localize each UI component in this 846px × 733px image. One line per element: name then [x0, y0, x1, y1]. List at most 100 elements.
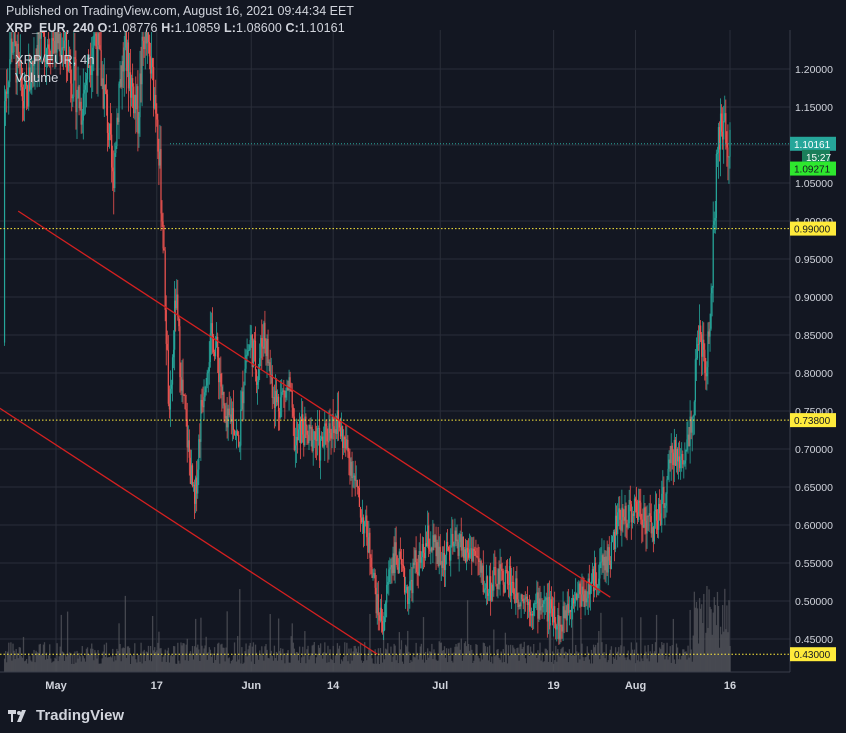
brand[interactable]: TradingView	[8, 707, 124, 724]
volume-bar	[522, 647, 524, 672]
candle-body	[703, 339, 705, 350]
candle-body	[680, 460, 682, 469]
candle-body	[263, 322, 265, 349]
volume-bar	[500, 651, 502, 672]
candle-body	[524, 598, 526, 600]
volume-bar	[503, 662, 505, 672]
volume-bar	[135, 659, 137, 672]
series-legend[interactable]: XRP/EUR, 4h	[15, 52, 95, 67]
candle-body	[224, 405, 226, 419]
candle-body	[136, 86, 138, 110]
volume-bar	[268, 658, 270, 672]
candle-body	[353, 475, 355, 477]
volume-bar	[439, 642, 441, 672]
volume-bar	[266, 649, 268, 672]
candle-body	[580, 594, 582, 607]
volume-bar	[352, 651, 354, 672]
volume-bar	[349, 663, 351, 672]
volume-bar	[614, 647, 617, 672]
candle-body	[645, 520, 647, 534]
candle-body	[376, 594, 378, 614]
candle-body	[592, 569, 595, 592]
volume-bar	[414, 657, 416, 672]
candle-body	[246, 354, 248, 356]
volume-bar	[36, 652, 38, 672]
candle-body	[7, 87, 9, 94]
volume-bar	[179, 663, 181, 672]
candle-body	[646, 515, 648, 534]
price-tag	[802, 149, 830, 164]
candle-body	[406, 586, 408, 591]
candle-body	[177, 294, 179, 317]
candle-body	[617, 512, 619, 535]
volume-bar	[419, 646, 421, 672]
volume-bar	[186, 638, 188, 672]
volume-bar	[686, 659, 688, 672]
volume-bar	[598, 630, 600, 672]
volume-bar	[105, 642, 108, 672]
candle-body	[295, 437, 298, 446]
volume-bar	[691, 661, 693, 672]
volume-bar	[376, 656, 378, 672]
candle-body	[20, 60, 22, 88]
candle-body	[37, 45, 39, 59]
volume-bar	[174, 646, 176, 672]
candle-body	[509, 565, 512, 596]
candle-body	[213, 352, 216, 357]
candle-body	[640, 502, 642, 520]
volume-bar	[418, 653, 420, 672]
volume-bar	[303, 656, 305, 672]
price-tick-label: 1.15000	[795, 102, 833, 114]
volume-bar	[273, 645, 276, 672]
candle-body	[286, 385, 288, 391]
candle-body	[296, 437, 299, 441]
candle-body	[623, 516, 625, 521]
volume-bar	[663, 643, 665, 672]
candle-body	[534, 603, 536, 605]
candle-body	[718, 127, 721, 150]
candle-body	[354, 475, 356, 481]
volume-bar	[704, 653, 706, 672]
volume-bar	[591, 663, 594, 672]
candle-body	[711, 287, 713, 294]
candle-body	[705, 372, 707, 377]
volume-bar	[28, 653, 30, 672]
candle-body	[663, 486, 665, 508]
volume-legend[interactable]: Volume	[15, 70, 59, 85]
volume-bar	[407, 630, 409, 672]
volume-bar	[483, 643, 486, 672]
candle-body	[209, 333, 211, 363]
candle-body	[188, 440, 190, 458]
candle-body	[23, 88, 26, 109]
candle-body	[337, 410, 340, 421]
volume-bar	[23, 661, 26, 672]
volume-bar	[368, 648, 370, 672]
volume-bar	[24, 660, 27, 672]
candle-body	[482, 565, 484, 593]
candle-body	[212, 336, 215, 353]
volume-bar	[106, 657, 109, 672]
volume-bar	[51, 662, 53, 672]
volume-bar	[90, 648, 92, 672]
volume-bar	[387, 643, 389, 672]
candle-body	[338, 420, 341, 428]
candle-body	[77, 86, 79, 99]
volume-bar	[590, 649, 593, 672]
time-axis[interactable]: May 17 Jun 14 Jul 19 Aug 16	[45, 680, 736, 692]
volume-bar	[511, 655, 513, 672]
volume-bar	[516, 648, 518, 672]
volume-bar	[161, 661, 163, 672]
candle-body	[434, 535, 436, 542]
volume-bar	[118, 623, 120, 672]
candle-body	[514, 594, 516, 603]
volume-bar	[583, 660, 585, 672]
volume-bar	[242, 663, 244, 672]
volume-bar	[93, 660, 95, 672]
price-chart[interactable]: 1.200001.150001.100001.050001.000000.950…	[0, 0, 846, 698]
price-axis[interactable]: 1.200001.150001.100001.050001.000000.950…	[795, 64, 833, 646]
volume-bar	[619, 656, 621, 672]
candle-body	[529, 611, 532, 616]
candle-body	[683, 463, 685, 465]
volume-bar	[212, 662, 215, 672]
candle-body	[159, 149, 161, 166]
